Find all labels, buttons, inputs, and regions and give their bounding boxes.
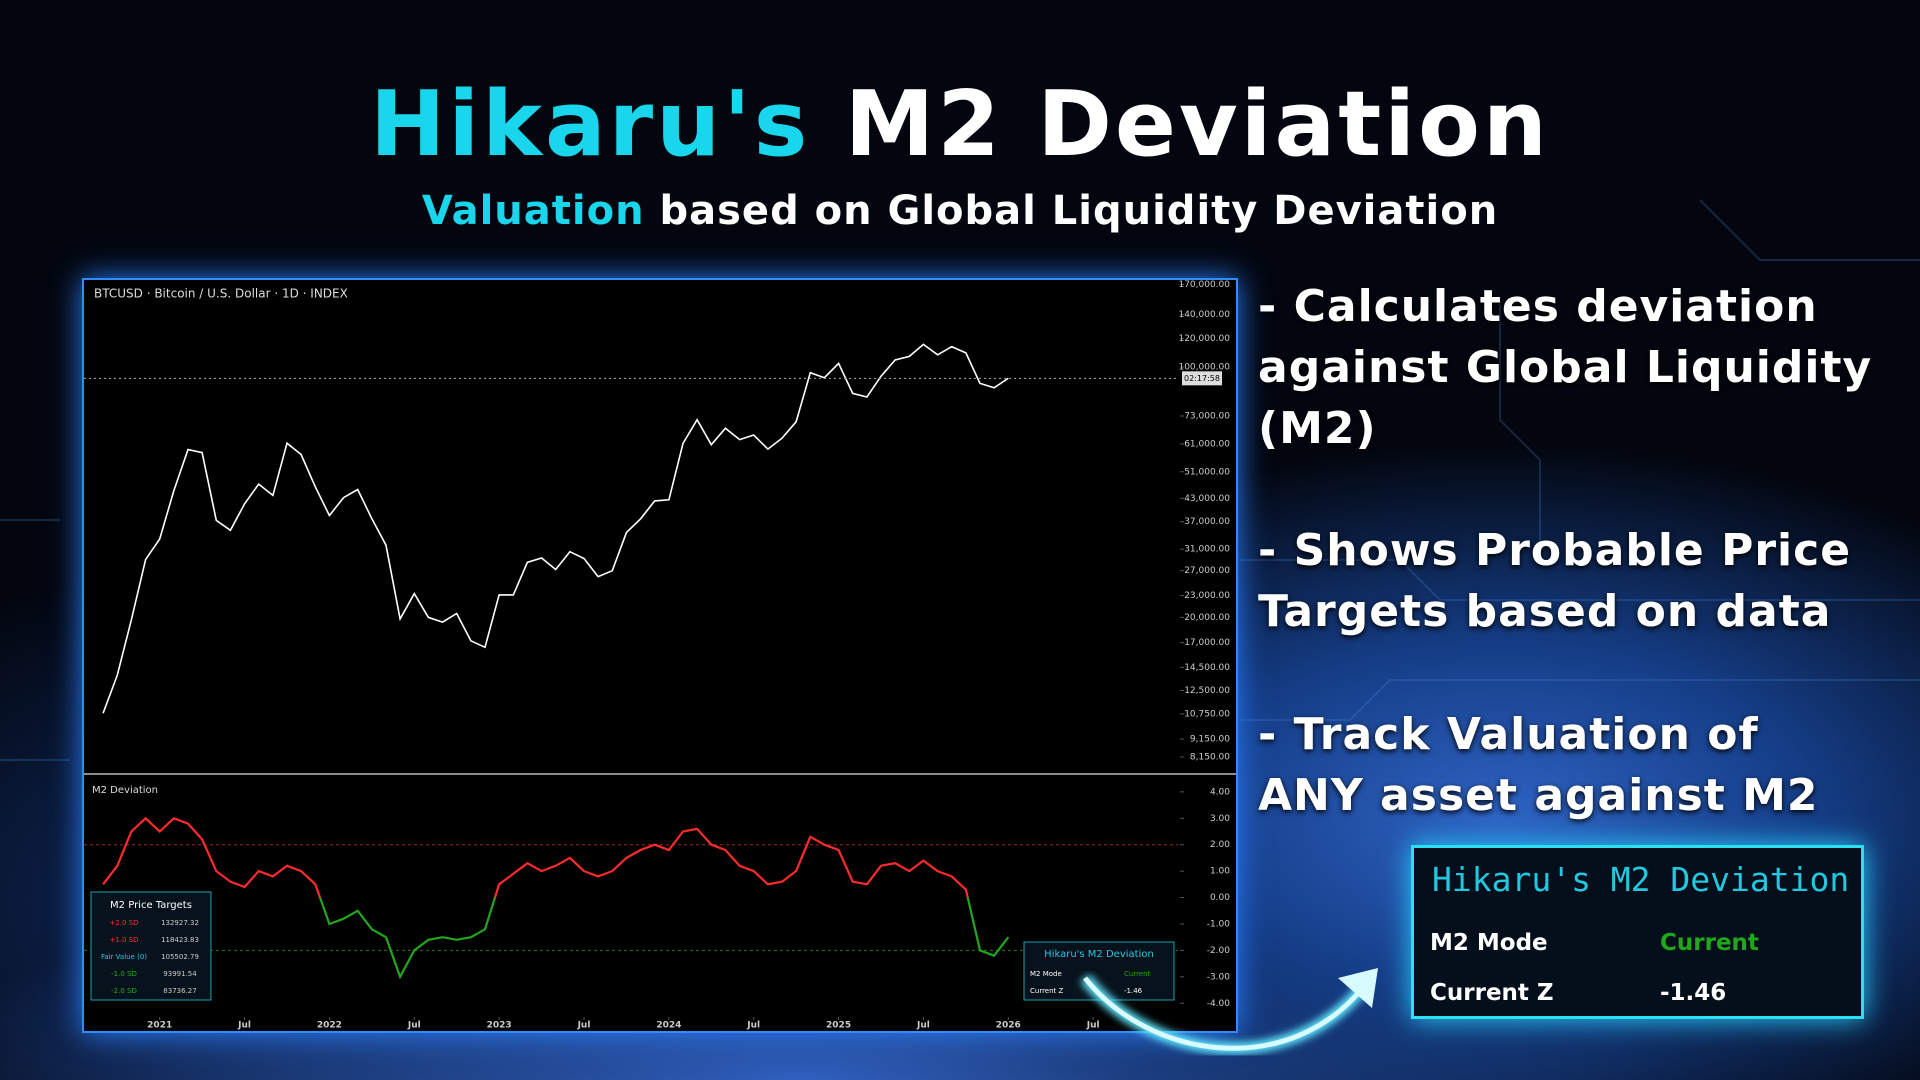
y-tick-label: 17,000.00	[1184, 638, 1230, 648]
y-tick-label: 120,000.00	[1178, 334, 1230, 344]
y-tick-label: 10,750.00	[1184, 709, 1230, 719]
feature-line: - Shows Probable Price	[1258, 525, 1852, 576]
price-label: 02:17:58	[1184, 374, 1220, 383]
y-tick-label: 73,000.00	[1184, 411, 1230, 421]
x-tick-label: Jul	[407, 1021, 421, 1031]
x-tick-label: 2022	[317, 1021, 342, 1031]
x-tick-label: 2021	[147, 1021, 172, 1031]
feature-line: (M2)	[1258, 403, 1377, 454]
target-label: +2.0 SD	[109, 919, 138, 927]
y-tick-label: 37,000.00	[1184, 517, 1230, 527]
inset-title: M2 Price Targets	[110, 900, 192, 911]
y-tick-label: 1.00	[1210, 867, 1230, 877]
feature-line: - Track Valuation of	[1258, 709, 1759, 760]
status-value: Current	[1124, 970, 1151, 978]
feature-line: - Calculates deviation	[1258, 281, 1818, 332]
y-tick-label: 23,000.00	[1184, 591, 1230, 601]
subtitle-highlight: Valuation	[421, 188, 645, 234]
feature-line: ANY asset against M2	[1258, 770, 1819, 821]
x-tick-label: Jul	[237, 1021, 251, 1031]
x-tick-label: 2024	[656, 1021, 681, 1031]
inset-frame	[90, 891, 212, 1001]
y-tick-label: 8,150.00	[1190, 752, 1230, 762]
status-box: Hikaru's M2 Deviation M2 Mode Current Curre…	[1023, 941, 1175, 1001]
target-value: 93991.54	[163, 970, 197, 978]
x-tick-label: 2026	[996, 1021, 1021, 1031]
x-tick-label: Jul	[746, 1021, 760, 1031]
chart: BTCUSD · Bitcoin / U.S. Dollar · 1D · IN…	[84, 280, 1236, 1031]
target-value: 132927.32	[161, 919, 199, 927]
subtitle: Valuation based on Global Liquidity Devi…	[0, 188, 1920, 234]
x-tick-label: Jul	[577, 1021, 591, 1031]
chart-header: BTCUSD · Bitcoin / U.S. Dollar · 1D · IN…	[94, 287, 348, 301]
title-highlight: Hikaru's	[370, 72, 811, 177]
feature: - Calculates deviation against Global Liq…	[1258, 276, 1872, 459]
x-tick-label: Jul	[916, 1021, 930, 1031]
deviation-line-positive	[102, 816, 969, 898]
status-value: -1.46	[1124, 987, 1143, 995]
y-tick-label: 12,500.00	[1184, 686, 1230, 696]
y-tick-label: 9,150.00	[1190, 734, 1230, 744]
chart-panel: BTCUSD · Bitcoin / U.S. Dollar · 1D · IN…	[82, 278, 1238, 1033]
target-label: -1.0 SD	[111, 970, 137, 978]
price-label-box	[1182, 371, 1222, 386]
x-tick-label: Jul	[1086, 1021, 1100, 1031]
target-value: 105502.79	[161, 953, 199, 961]
y-tick-label: 61,000.00	[1184, 439, 1230, 449]
y-tick-label: 31,000.00	[1184, 545, 1230, 555]
y-tick-label: -1.00	[1207, 919, 1231, 929]
y-tick-label: -3.00	[1207, 972, 1231, 982]
status-zoom: Hikaru's M2 Deviation M2 Mode Current Cu…	[1411, 845, 1864, 1019]
y-tick-label: 20,000.00	[1184, 613, 1230, 623]
feature-line: Targets based on data	[1258, 586, 1832, 637]
title-rest: M2 Deviation	[844, 72, 1550, 177]
y-tick-label: 27,000.00	[1184, 566, 1230, 576]
feature: - Shows Probable Price Targets based on d…	[1258, 520, 1851, 642]
price-targets-box: M2 Price Targets +2.0 SD 132927.32 +1.0 SD 1…	[90, 891, 212, 1001]
status-label: Current Z	[1430, 980, 1554, 1006]
target-label: +1.0 SD	[109, 936, 138, 944]
y-tick-label: 43,000.00	[1184, 494, 1230, 504]
subtitle-rest: based on Global Liquidity Deviation	[659, 188, 1499, 234]
target-label: Fair Value (0)	[101, 953, 147, 961]
pane-title: M2 Deviation	[92, 785, 158, 796]
y-tick-label: -4.00	[1207, 999, 1231, 1009]
y-tick-label: 140,000.00	[1178, 310, 1230, 320]
status-label: M2 Mode	[1030, 970, 1062, 978]
y-tick-label: 0.00	[1210, 893, 1230, 903]
y-tick-label: 2.00	[1210, 840, 1230, 850]
y-tick-label: 14,500.00	[1184, 663, 1230, 673]
y-tick-label: 51,000.00	[1184, 467, 1230, 477]
x-tick-label: 2025	[826, 1021, 851, 1031]
x-tick-label: 2023	[487, 1021, 512, 1031]
status-value: Current	[1660, 930, 1759, 956]
status-value: -1.46	[1660, 980, 1727, 1006]
y-tick-label: 4.00	[1210, 787, 1230, 797]
feature-line: against Global Liquidity	[1258, 342, 1873, 393]
y-tick-label: 100,000.00	[1178, 363, 1230, 373]
deviation-line-negative	[318, 897, 1010, 980]
target-value: 118423.83	[161, 936, 199, 944]
feature: - Track Valuation of ANY asset against M2	[1258, 704, 1819, 826]
y-tick-label: -2.00	[1207, 946, 1231, 956]
price-line	[102, 343, 1009, 714]
y-tick-label: 3.00	[1210, 814, 1230, 824]
inset-title: Hikaru's M2 Deviation	[1044, 949, 1154, 960]
status-title: Hikaru's M2 Deviation	[1432, 860, 1850, 899]
target-label: -2.0 SD	[111, 987, 137, 995]
status-label: Current Z	[1030, 987, 1064, 995]
status-label: M2 Mode	[1430, 930, 1548, 956]
y-tick-label: 170,000.00	[1178, 280, 1230, 290]
target-value: 83736.27	[163, 987, 196, 995]
page-title: Hikaru's M2 Deviation	[0, 72, 1920, 177]
